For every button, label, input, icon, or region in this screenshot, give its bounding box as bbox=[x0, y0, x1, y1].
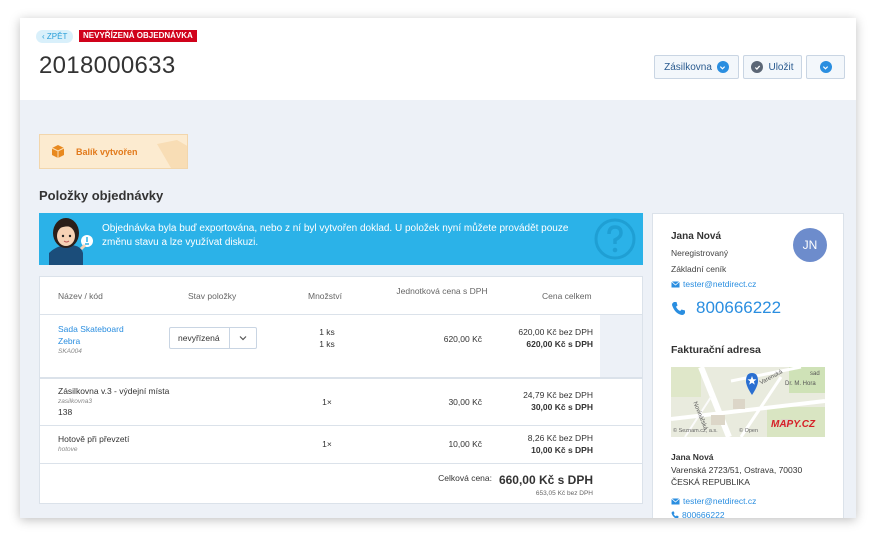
status-badge: NEVYŘÍZENÁ OBJEDNÁVKA bbox=[79, 30, 197, 42]
summary-net: 653,05 Kč bez DPH bbox=[535, 490, 593, 497]
back-button[interactable]: ‹ ZPĚT bbox=[36, 30, 74, 43]
item-unit-price: 10,00 Kč bbox=[448, 439, 482, 449]
billing-email: tester@netdirect.cz bbox=[683, 496, 757, 506]
item-total-net: 24,79 Kč bez DPH bbox=[523, 390, 593, 400]
table-row: Hotově při převzetí hotove 1× 10,00 Kč 8… bbox=[40, 426, 642, 464]
map-place-label-2: Dr. M. Hora bbox=[785, 381, 816, 387]
map-copyright: © Seznam.cz, a.s. bbox=[673, 428, 718, 434]
customer-email: tester@netdirect.cz bbox=[683, 279, 757, 289]
items-section-title: Položky objednávky bbox=[39, 188, 164, 203]
summary-label: Celková cena: bbox=[438, 473, 492, 483]
order-number: 2018000633 bbox=[39, 52, 176, 79]
check-icon bbox=[751, 61, 764, 73]
select-divider bbox=[229, 328, 230, 348]
order-detail-window: ‹ ZPĚT NEVYŘÍZENÁ OBJEDNÁVKA 2018000633 … bbox=[20, 18, 856, 518]
item-unit-price: 620,00 Kč bbox=[443, 334, 482, 344]
item-name: Hotově při převzetí bbox=[58, 434, 130, 444]
item-code: SKA004 bbox=[58, 348, 82, 355]
back-label: ZPĚT bbox=[46, 32, 68, 41]
item-unit-price: 30,00 Kč bbox=[448, 397, 482, 407]
phone-icon bbox=[671, 511, 679, 518]
map-copyright-2: © Open bbox=[739, 428, 759, 434]
summary-gross: 660,00 Kč s DPH bbox=[498, 473, 593, 487]
export-info-text: Objednávka byla buď exportována, nebo z … bbox=[102, 223, 569, 248]
billing-street: Varenská 2723/51, Ostrava, 70030 bbox=[671, 465, 803, 475]
phone-icon bbox=[672, 301, 685, 315]
export-info-banner: Objednávka byla buď exportována, nebo z … bbox=[39, 213, 643, 265]
assistant-girl-icon bbox=[49, 218, 93, 265]
col-name: Název / kód bbox=[58, 291, 103, 301]
item-total-net: 8,26 Kč bez DPH bbox=[527, 433, 593, 443]
order-header: ‹ ZPĚT NEVYŘÍZENÁ OBJEDNÁVKA 2018000633 … bbox=[20, 18, 856, 100]
item-state-value: nevyřízená bbox=[178, 333, 220, 343]
item-qty: 1× bbox=[322, 439, 332, 449]
customer-card: Jana Nová JN Neregistrovaný Základní cen… bbox=[652, 213, 844, 518]
avatar: JN bbox=[793, 228, 827, 262]
chevron-down-icon bbox=[716, 61, 729, 73]
item-name: Zásilkovna v.3 - výdejní místa bbox=[58, 386, 170, 396]
table-header: Název / kód Stav položky Množství Jednot… bbox=[40, 277, 642, 315]
table-row: Zásilkovna v.3 - výdejní místa zasilkovn… bbox=[40, 378, 642, 426]
billing-address-title: Fakturační adresa bbox=[671, 344, 761, 356]
table-row: Sada Skateboard Zebra SKA004 nevyřízená … bbox=[40, 315, 642, 378]
package-icon bbox=[51, 145, 65, 158]
customer-name: Jana Nová bbox=[671, 231, 722, 242]
customer-email-link[interactable]: tester@netdirect.cz bbox=[671, 279, 756, 289]
item-qty-2: 1 ks bbox=[319, 339, 335, 349]
item-extra: 138 bbox=[58, 407, 73, 417]
billing-phone: 800666222 bbox=[682, 510, 725, 518]
carrier-button[interactable]: Zásilkovna bbox=[654, 55, 739, 79]
save-button[interactable]: Uložit bbox=[743, 55, 802, 79]
carrier-label: Zásilkovna bbox=[664, 61, 712, 73]
chevron-left-icon: ‹ bbox=[42, 32, 47, 41]
items-table: Název / kód Stav položky Množství Jednot… bbox=[39, 276, 643, 504]
item-name-line1[interactable]: Sada Skateboard bbox=[58, 324, 124, 334]
envelope-icon bbox=[671, 497, 680, 504]
more-actions-button[interactable] bbox=[806, 55, 845, 79]
table-summary: Celková cena: 660,00 Kč s DPH 653,05 Kč … bbox=[40, 464, 642, 504]
col-quantity: Množství bbox=[308, 291, 343, 301]
customer-phone: 800666222 bbox=[696, 298, 782, 317]
envelope-icon bbox=[671, 280, 680, 287]
item-total-gross: 620,00 Kč s DPH bbox=[526, 339, 593, 349]
chevron-down-icon bbox=[239, 336, 247, 341]
col-state: Stav položky bbox=[188, 291, 237, 301]
col-unit-price: Jednotková cena s DPH bbox=[396, 286, 488, 296]
item-total-gross: 30,00 Kč s DPH bbox=[531, 402, 593, 412]
item-total-net: 620,00 Kč bez DPH bbox=[518, 327, 593, 337]
save-label: Uložit bbox=[768, 61, 794, 73]
package-created-banner: Balík vytvořen bbox=[39, 134, 188, 169]
billing-email-link[interactable]: tester@netdirect.cz bbox=[671, 496, 756, 506]
billing-phone-link[interactable]: 800666222 bbox=[671, 510, 725, 518]
map-brand-logo: MAPY.CZ bbox=[771, 419, 816, 430]
map-place-label: sad bbox=[810, 371, 820, 377]
row-highlight bbox=[600, 315, 642, 377]
item-code: hotove bbox=[58, 446, 78, 453]
customer-phone-link[interactable]: 800666222 bbox=[671, 298, 781, 318]
billing-country: ČESKÁ REPUBLIKA bbox=[671, 477, 750, 487]
billing-name: Jana Nová bbox=[671, 452, 714, 462]
package-created-label: Balík vytvořen bbox=[76, 147, 138, 157]
map-graphic bbox=[671, 367, 825, 437]
customer-status: Neregistrovaný bbox=[671, 248, 729, 258]
package-decoration-icon bbox=[157, 140, 187, 168]
item-qty-1: 1 ks bbox=[319, 327, 335, 337]
billing-map[interactable]: Novinářská Varenská sad Dr. M. Hora © Se… bbox=[671, 367, 825, 437]
item-state-select[interactable]: nevyřízená bbox=[169, 327, 257, 349]
customer-pricelist: Základní ceník bbox=[671, 264, 727, 274]
item-total-gross: 10,00 Kč s DPH bbox=[531, 445, 593, 455]
item-name-line2[interactable]: Zebra bbox=[58, 336, 81, 346]
col-total: Cena celkem bbox=[542, 291, 592, 301]
chevron-down-icon bbox=[819, 61, 832, 73]
item-code: zasilkovna3 bbox=[58, 398, 92, 405]
item-qty: 1× bbox=[322, 397, 332, 407]
question-icon bbox=[594, 218, 636, 260]
